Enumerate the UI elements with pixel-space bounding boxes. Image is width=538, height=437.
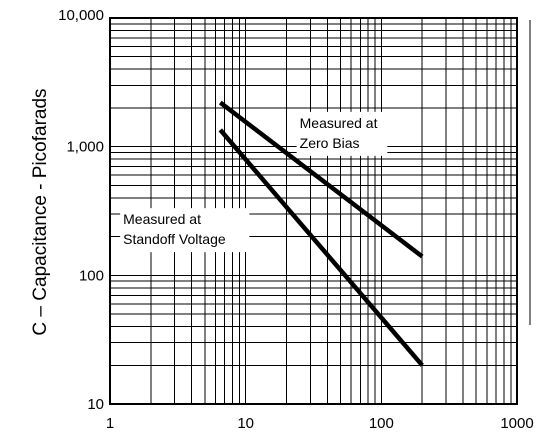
- plot-frame: [109, 17, 518, 405]
- annotation-0-line-0: Measured at: [300, 115, 378, 131]
- x-tick-labels: 1 10 100 1000: [106, 415, 534, 432]
- series-line-1: [218, 128, 424, 367]
- x-tick-label-1: 10: [237, 415, 254, 432]
- x-tick-label-0: 1: [106, 415, 114, 432]
- y-tick-label-3: 10,000: [58, 7, 104, 24]
- series-line-0: [218, 100, 424, 259]
- annotation-0-line-1: Zero Bias: [300, 135, 360, 151]
- series-lines: [218, 100, 424, 367]
- y-tick-labels: 10 100 1,000 10,000: [58, 7, 104, 413]
- y-tick-label-0: 10: [87, 396, 104, 413]
- grid: [109, 18, 517, 405]
- annotation-bg-1: [120, 208, 250, 253]
- annotation-1-line-0: Measured at: [123, 211, 201, 227]
- y-tick-label-1: 100: [79, 267, 104, 284]
- y-tick-label-2: 1,000: [66, 139, 104, 156]
- x-tick-label-2: 100: [369, 415, 394, 432]
- annotation-bg-0: [296, 111, 388, 156]
- y-axis-title: C – Capacitance - Picofarads: [30, 88, 51, 335]
- annotation-1-line-1: Standoff Voltage: [123, 231, 226, 247]
- annotations: Measured at Zero Bias Measured at Standoff …: [120, 111, 388, 253]
- x-tick-label-3: 1000: [500, 415, 533, 432]
